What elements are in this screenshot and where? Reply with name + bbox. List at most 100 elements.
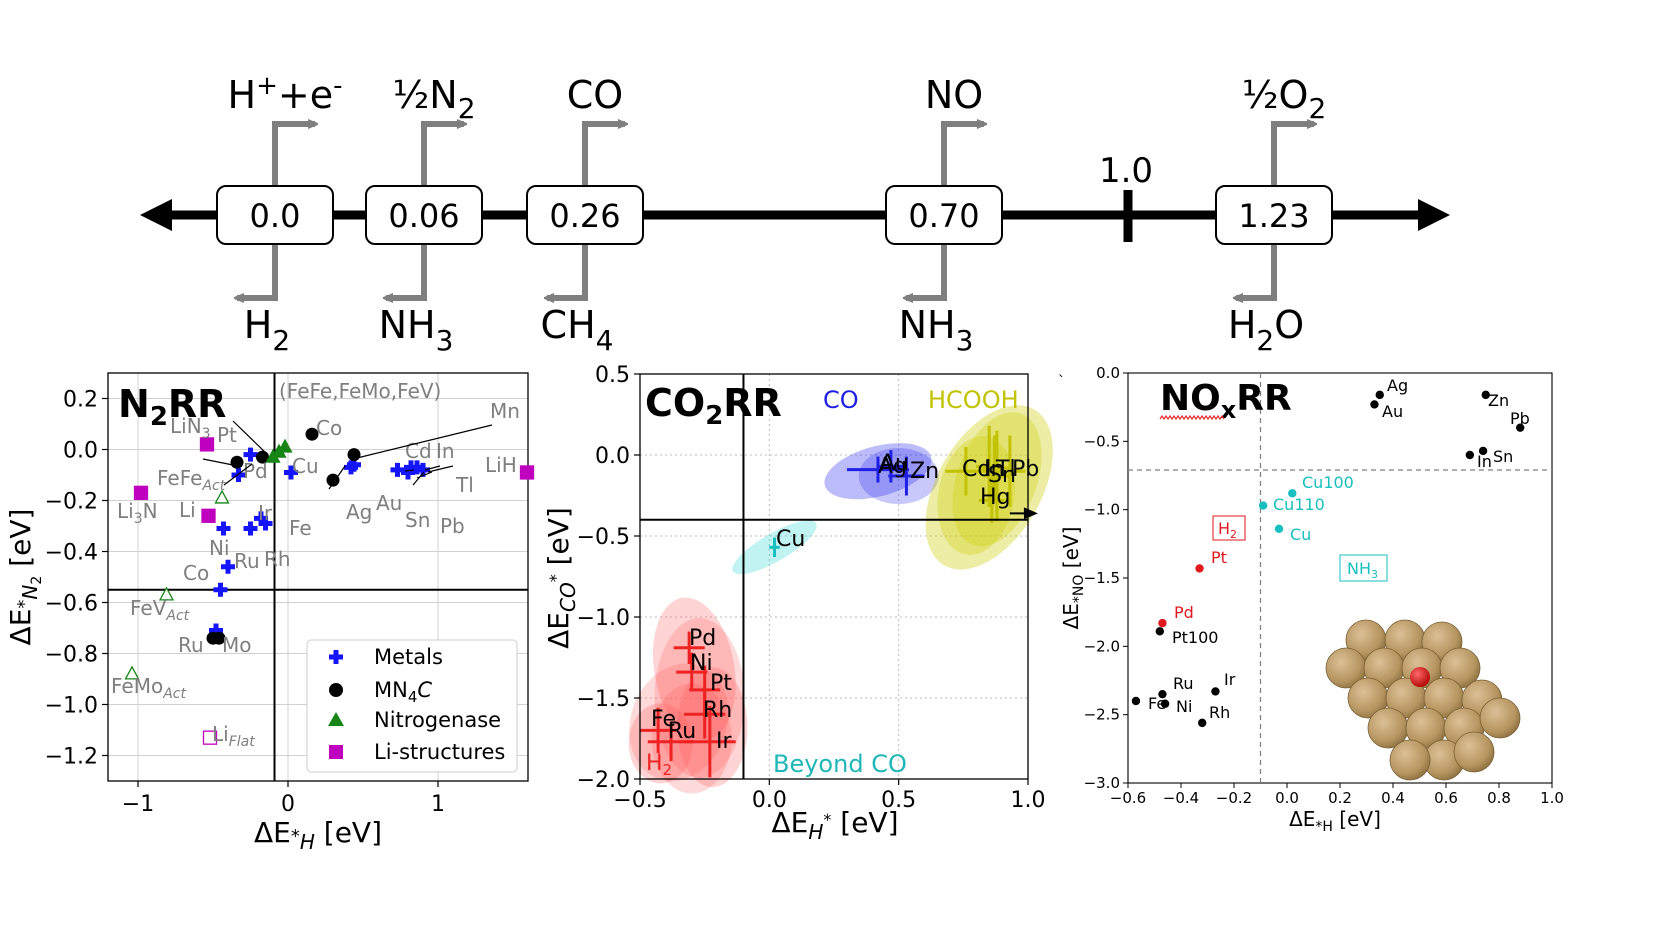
y-axis-label: ΔECO* [eV] xyxy=(542,507,580,649)
point-label-part: N xyxy=(143,499,158,523)
y-tick-label: −2.0 xyxy=(1084,637,1120,655)
point-label: FeMoAct xyxy=(111,674,186,702)
panel-title: CO2RR xyxy=(645,381,782,431)
metal-point xyxy=(231,468,246,482)
y-tick-label: 0.0 xyxy=(1096,364,1120,382)
oxidation-arrow xyxy=(272,124,315,186)
legend-label: Metals xyxy=(374,645,443,669)
data-point-black xyxy=(1370,400,1379,409)
oxidation-species-part: + xyxy=(256,71,278,101)
leader-line xyxy=(311,435,314,440)
x-axis-label-part: * xyxy=(291,826,300,847)
adsorbate-atom xyxy=(1410,667,1430,687)
leader-line xyxy=(328,465,346,490)
uncertainty-ellipse xyxy=(651,683,732,794)
data-point-black xyxy=(1160,699,1170,708)
point-label: Au xyxy=(1382,402,1403,421)
metal-point xyxy=(344,460,358,475)
reduction-species-part: NH xyxy=(379,303,436,347)
y-tick-label: −2.0 xyxy=(577,768,630,793)
uncertainty-ellipse xyxy=(652,597,736,741)
point-label: Pt xyxy=(217,423,237,447)
region-label-h2-sub: 2 xyxy=(663,761,673,779)
leader-line xyxy=(427,465,454,473)
reduction-species: NH3 xyxy=(899,303,974,357)
point-label: LiFlat xyxy=(212,722,255,750)
point-label-sub: 3 xyxy=(202,426,211,442)
leader-line xyxy=(412,471,425,486)
x-tick-label: −0.2 xyxy=(1216,789,1252,807)
potential-box xyxy=(526,185,644,245)
x-tick-label: 1.0 xyxy=(1540,789,1564,807)
leader-line xyxy=(356,424,493,459)
region-label-hcooh: HCOOH xyxy=(928,386,1019,414)
y-axis-label-part: 2 xyxy=(29,576,45,585)
x-axis-label-part: ΔE xyxy=(254,816,291,849)
point-label: Co xyxy=(183,561,209,585)
legend-label: MN4C xyxy=(374,678,432,706)
x-axis-label-part: * xyxy=(823,810,831,829)
metal-point xyxy=(209,623,223,638)
y-tick-label: 0.2 xyxy=(63,387,98,412)
metal-point xyxy=(243,521,258,536)
x-axis-label-part: ΔE xyxy=(771,806,808,839)
x-tick-label: 0.5 xyxy=(881,788,916,813)
mn4c-point xyxy=(212,631,226,645)
point-label: Ir xyxy=(258,501,273,525)
data-point-black xyxy=(1516,423,1525,432)
data-point-black xyxy=(1198,718,1207,728)
metal-point xyxy=(258,516,273,531)
data-point-black xyxy=(1211,687,1220,696)
x-tick-label: 0.0 xyxy=(752,788,787,813)
li-point xyxy=(199,437,215,452)
point-label: Pb xyxy=(440,514,465,538)
metal-point xyxy=(221,559,235,574)
y-tick-label: 0.0 xyxy=(63,438,98,463)
scale-right-arrowhead xyxy=(1418,199,1450,231)
oxidation-arrow xyxy=(421,124,464,186)
panel-title-part: CO xyxy=(645,381,705,425)
point-label: LiH xyxy=(485,453,517,477)
plot-frame xyxy=(639,373,1029,780)
y-axis-label: ΔE*NO [eV] xyxy=(1059,527,1087,630)
oxidation-species: CO xyxy=(567,73,623,117)
reduction-species-part: 3 xyxy=(436,324,454,357)
oxidation-species-part: ½N xyxy=(392,73,457,117)
y-tick-label: −1.5 xyxy=(1084,569,1120,587)
potential-value: 0.26 xyxy=(549,197,620,235)
y-tick-label: −1.0 xyxy=(1084,501,1120,519)
reduction-arrow xyxy=(906,244,947,298)
region-label-co: CO xyxy=(823,386,859,414)
x-tick-label: 1.0 xyxy=(1011,788,1046,813)
metal-atom xyxy=(1479,697,1521,739)
potential-value: 0.06 xyxy=(388,197,459,235)
point-label: Ni xyxy=(1176,697,1192,716)
metal-point xyxy=(213,582,228,597)
point-label: Ru xyxy=(178,633,204,657)
leader-line xyxy=(232,420,269,456)
scale-left-arrowhead xyxy=(140,199,172,231)
reduction-species: H2 xyxy=(244,303,290,357)
legend-mn4c-marker xyxy=(329,683,343,697)
point-label: Cd xyxy=(962,457,991,482)
oxidation-species: NO xyxy=(925,73,983,117)
potential-value: 0.70 xyxy=(908,197,979,235)
li-point xyxy=(201,508,216,523)
plot-frame xyxy=(107,372,529,782)
y-tick-label: −0.5 xyxy=(1084,432,1120,450)
x-axis-label-part: [eV] xyxy=(831,806,898,839)
oxidation-species-part: ½O xyxy=(1242,73,1309,117)
y-axis-label-part: N xyxy=(18,585,42,600)
x-tick-label: 0.8 xyxy=(1487,789,1511,807)
point-label: Pd xyxy=(689,626,716,651)
y-tick-label: −1.5 xyxy=(577,687,630,712)
reduction-species-part: H xyxy=(1228,303,1257,347)
oxidation-species-part: H xyxy=(228,73,257,117)
point-label: Sn xyxy=(1493,447,1513,466)
point-label: Ru xyxy=(234,549,260,573)
y-axis-label-part: * xyxy=(14,600,35,609)
x-tick-label: 1 xyxy=(431,792,445,817)
oxidation-species: ½O2 xyxy=(1242,73,1327,125)
panel-title-part: 2 xyxy=(705,401,723,431)
point-label: (FeFe,FeMo,FeV) xyxy=(279,379,441,403)
